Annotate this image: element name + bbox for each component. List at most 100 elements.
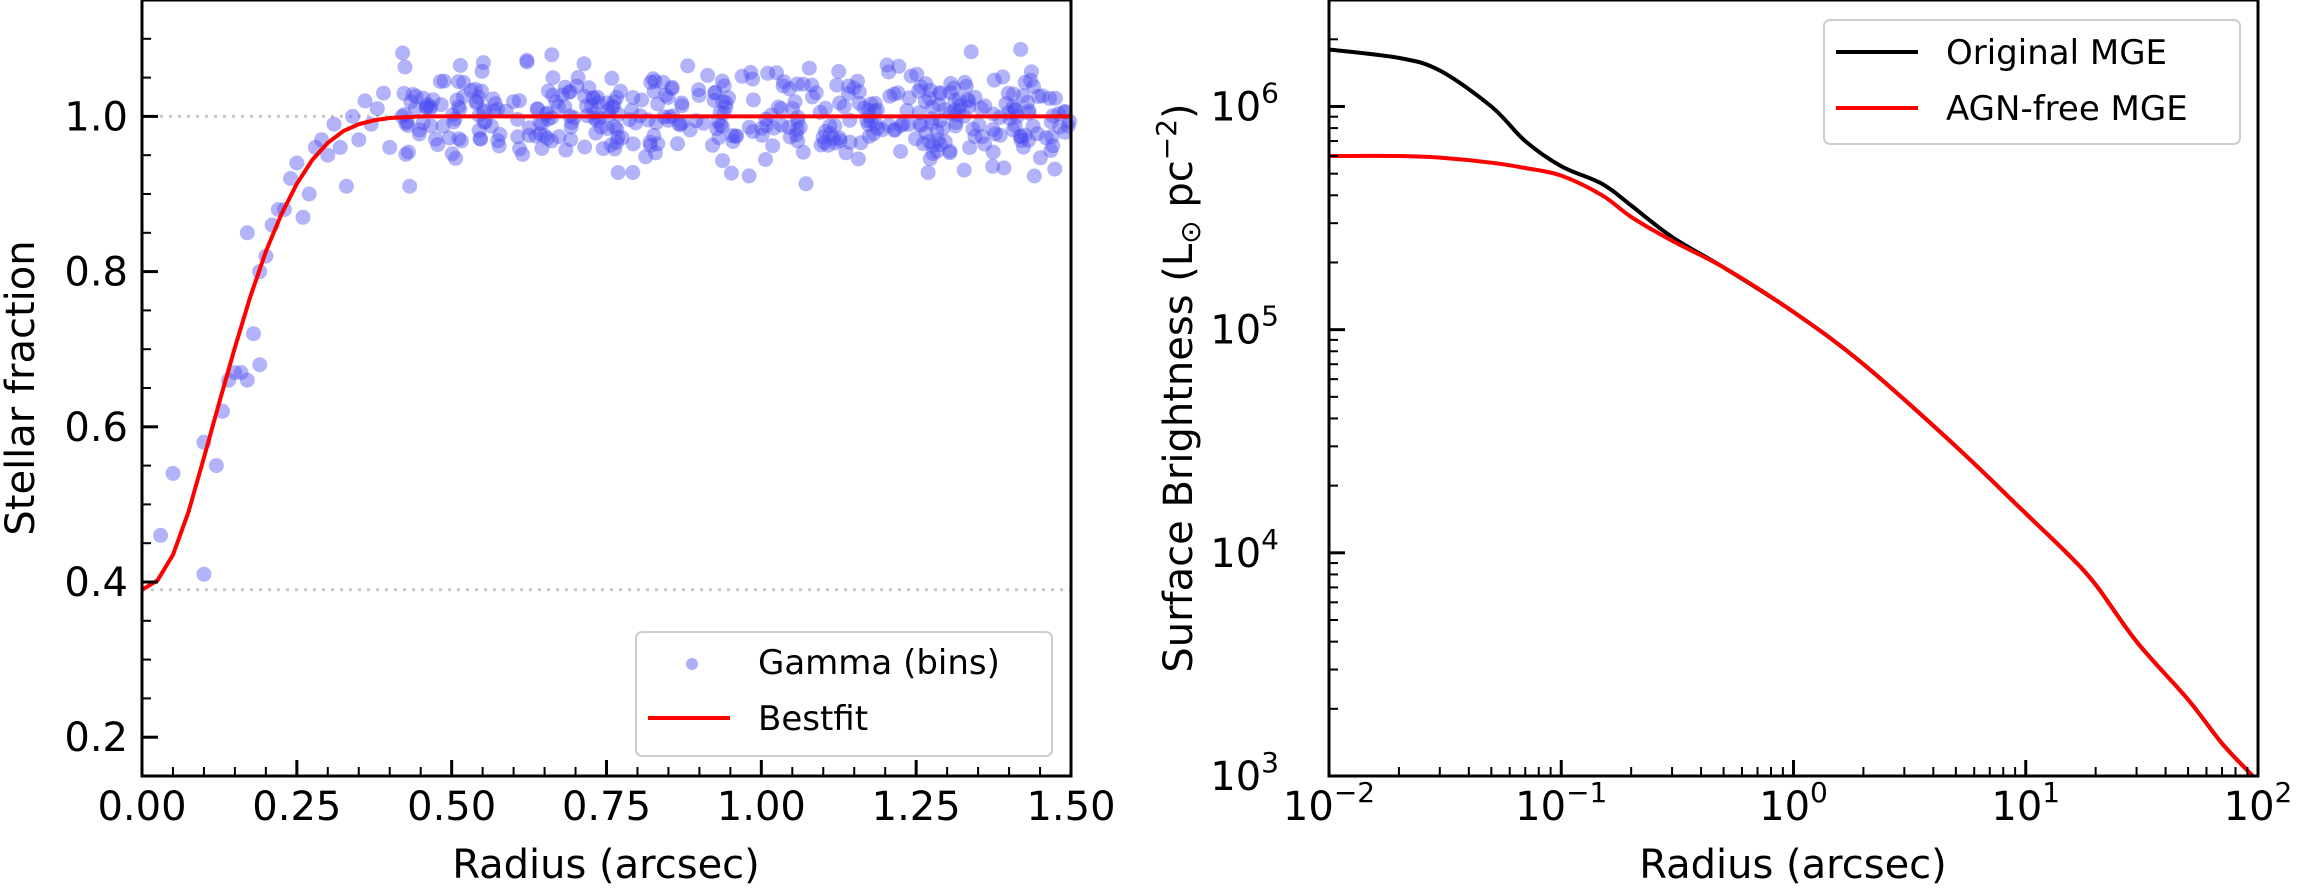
gamma-point (607, 119, 623, 135)
gamma-point (660, 90, 676, 105)
gamma-point (451, 74, 466, 90)
gamma-point (728, 128, 744, 144)
gamma-point (1029, 126, 1045, 142)
gamma-point (579, 98, 594, 114)
gamma-point (918, 76, 934, 92)
gamma-point (774, 117, 790, 133)
gamma-point (832, 95, 848, 111)
gamma-point (1052, 119, 1067, 135)
gamma-point (725, 134, 741, 149)
gamma-point (760, 65, 776, 81)
gamma-point (490, 101, 506, 117)
gamma-point (716, 78, 732, 94)
gamma-point (869, 120, 885, 136)
gamma-point (444, 146, 460, 162)
gamma-point (879, 57, 895, 73)
gamma-point (452, 57, 468, 73)
gamma-point (820, 137, 836, 153)
gamma-point (956, 162, 972, 178)
gamma-point (476, 102, 491, 118)
gamma-point (196, 566, 212, 582)
gamma-point (706, 92, 722, 108)
gamma-point (473, 131, 489, 147)
gamma-point (534, 140, 550, 156)
gamma-point (577, 139, 593, 155)
gamma-point (724, 128, 740, 144)
gamma-point (227, 365, 243, 380)
gamma-point (634, 92, 650, 108)
gamma-point (415, 115, 431, 131)
gamma-point (467, 81, 483, 97)
gamma-point (563, 132, 579, 148)
gamma-point (951, 92, 967, 107)
gamma-point (808, 85, 824, 101)
gamma-point (357, 93, 373, 109)
gamma-point (813, 137, 829, 153)
gamma-point (842, 134, 858, 150)
gamma-point (433, 97, 449, 113)
gamma-point (992, 127, 1008, 143)
x-tick-label: 0.00 (97, 784, 186, 830)
gamma-point (643, 137, 658, 153)
gamma-point (1017, 127, 1033, 143)
gamma-point (674, 98, 690, 114)
gamma-point (922, 151, 938, 167)
gamma-point (246, 326, 261, 342)
gamma-point (428, 131, 443, 147)
gamma-point (539, 130, 555, 146)
gamma-point (974, 129, 990, 145)
gamma-point (1007, 102, 1023, 118)
x-tick-label: 1.25 (872, 784, 961, 830)
gamma-point (643, 74, 659, 90)
gamma-point (765, 138, 781, 154)
x-tick-label: 10−2 (1283, 776, 1375, 830)
gamma-point (948, 118, 964, 134)
gamma-point (400, 144, 416, 160)
gamma-point (721, 90, 737, 106)
gamma-point (785, 101, 801, 117)
gamma-point (935, 120, 951, 136)
gamma-point (658, 87, 674, 103)
gamma-point (604, 70, 620, 86)
gamma-point (400, 118, 416, 133)
gamma-point (691, 87, 707, 103)
gamma-point (942, 85, 958, 101)
gamma-point (881, 64, 897, 80)
gamma-point (624, 103, 640, 118)
gamma-point (456, 75, 472, 90)
gamma-point (403, 94, 419, 110)
legend-label-gamma: Gamma (bins) (758, 643, 1000, 683)
gamma-point (590, 89, 605, 105)
gamma-point (881, 117, 897, 133)
gamma-point (713, 117, 729, 133)
gamma-point (397, 107, 413, 123)
gamma-point (595, 141, 611, 157)
gamma-point (544, 133, 560, 149)
gamma-point (840, 86, 856, 101)
gamma-point (924, 115, 940, 131)
gamma-point (415, 90, 431, 106)
right-y-label-mid: pc (1156, 160, 1202, 220)
gamma-point (545, 87, 561, 103)
y-tick-label: 0.8 (64, 250, 128, 296)
gamma-point (957, 74, 973, 90)
gamma-point (283, 171, 299, 186)
gamma-point (922, 82, 938, 98)
gamma-point (759, 117, 775, 133)
gamma-point (971, 117, 987, 133)
gamma-point (787, 94, 803, 110)
gamma-point (903, 68, 919, 84)
gamma-point (715, 93, 731, 109)
gamma-point (420, 97, 436, 113)
gamma-point (628, 115, 644, 131)
gamma-point (908, 131, 923, 147)
gamma-point (795, 144, 811, 160)
gamma-point (1044, 129, 1060, 145)
x-tick-label: 10−1 (1515, 776, 1607, 830)
gamma-point (1021, 132, 1037, 148)
gamma-point (929, 143, 945, 159)
gamma-point (468, 95, 484, 111)
gamma-point (484, 118, 499, 134)
gamma-point (510, 129, 526, 145)
legend-label-bestfit: Bestfit (758, 699, 868, 739)
